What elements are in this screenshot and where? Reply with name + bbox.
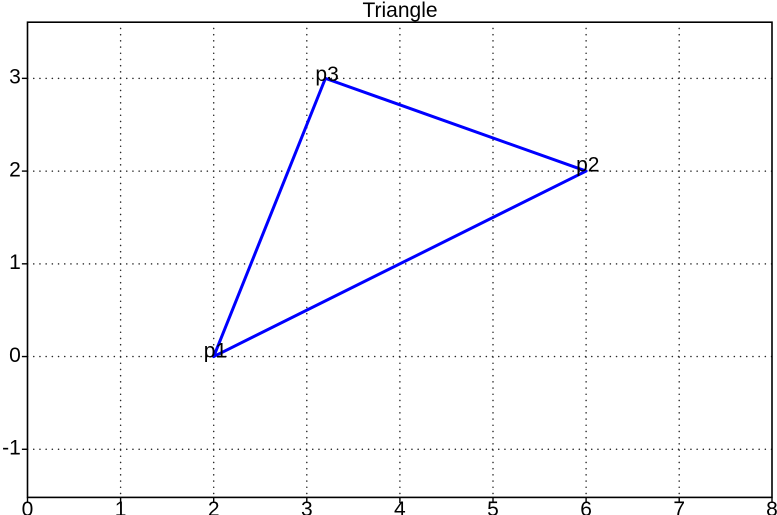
svg-text:1: 1 — [115, 498, 127, 515]
svg-text:3: 3 — [301, 498, 313, 515]
svg-text:4: 4 — [394, 498, 406, 515]
svg-text:0: 0 — [9, 344, 21, 367]
svg-text:6: 6 — [580, 498, 592, 515]
svg-text:p2: p2 — [576, 153, 599, 176]
svg-text:-1: -1 — [2, 437, 21, 460]
svg-text:5: 5 — [487, 498, 499, 515]
svg-text:3: 3 — [9, 66, 21, 89]
svg-text:p3: p3 — [315, 63, 338, 86]
svg-text:7: 7 — [673, 498, 685, 515]
svg-text:1: 1 — [9, 251, 21, 274]
svg-text:8: 8 — [766, 498, 777, 515]
svg-text:Triangle: Triangle — [362, 0, 437, 22]
svg-text:2: 2 — [208, 498, 220, 515]
svg-text:2: 2 — [9, 158, 21, 181]
svg-text:p1: p1 — [204, 340, 227, 363]
svg-text:0: 0 — [22, 498, 34, 515]
